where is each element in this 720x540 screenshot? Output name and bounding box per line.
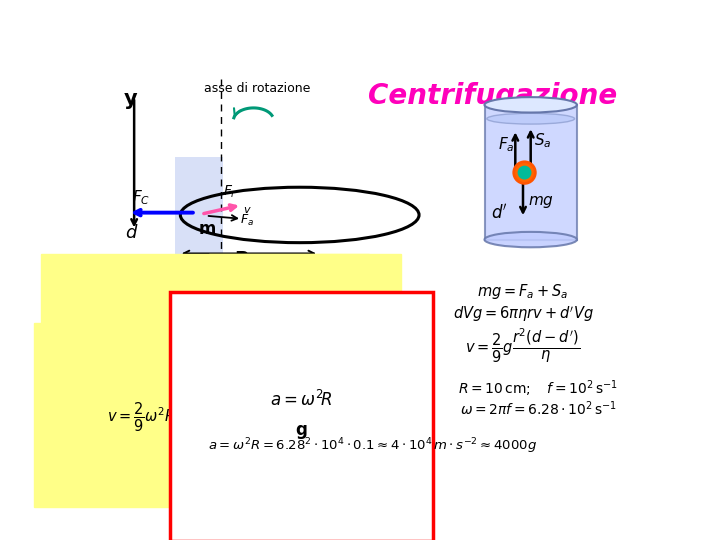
Text: $mg$: $mg$ [528,194,554,210]
Ellipse shape [485,232,577,247]
Text: $v$: $v$ [243,205,251,214]
Text: y: y [124,89,138,109]
Ellipse shape [487,113,575,124]
Text: $\omega = 2\pi f = 6.28 \cdot 10^2\,\mathrm{s}^{-1}$: $\omega = 2\pi f = 6.28 \cdot 10^2\,\mat… [460,400,617,418]
Text: $mg = F_a + S_a$: $mg = F_a + S_a$ [477,282,569,301]
Text: $S_a$: $S_a$ [534,131,552,150]
Text: asse di rotazione: asse di rotazione [204,82,310,94]
Circle shape [518,166,531,179]
Text: $d$: $d$ [125,224,138,242]
Text: $dV\omega^2 R = d'V\omega^2 R + 6\pi\eta rv$: $dV\omega^2 R = d'V\omega^2 R + 6\pi\eta… [121,334,321,355]
Text: $a = \omega^2 R = 6.28^2 \cdot 10^4 \cdot 0.1 \approx 4 \cdot 10^4\,m \cdot s^{-: $a = \omega^2 R = 6.28^2 \cdot 10^4 \cdo… [208,436,537,456]
Text: $F_C$: $F_C$ [132,188,150,207]
Circle shape [514,162,535,184]
Text: $d'$: $d'$ [490,204,508,223]
Text: $\mathbf{m}$: $\mathbf{m}$ [198,220,216,238]
Text: $R = 10\,\mathrm{cm};\quad f = 10^2\,\mathrm{s}^{-1}$: $R = 10\,\mathrm{cm};\quad f = 10^2\,\ma… [459,378,618,399]
Text: $F_a$: $F_a$ [240,212,253,227]
Text: $a = \omega^2\!R$
$\mathbf{g}$: $a = \omega^2\!R$ $\mathbf{g}$ [270,389,333,441]
Ellipse shape [485,97,577,112]
Text: $F_r$: $F_r$ [222,184,237,200]
Text: $F_a$: $F_a$ [498,136,515,154]
Text: provetta: provetta [128,289,179,302]
Text: $F_C = F_r + F_a$: $F_C = F_r + F_a$ [251,295,328,312]
Text: $dVg = 6\pi\eta rv + d'Vg$: $dVg = 6\pi\eta rv + d'Vg$ [453,305,593,324]
Bar [175,157,222,276]
Text: Centrifugazione: Centrifugazione [368,82,617,110]
Text: $v = \dfrac{2}{9}\omega^2 R \dfrac{r^2(d-d')}{\eta}$: $v = \dfrac{2}{9}\omega^2 R \dfrac{r^2(d… [107,396,243,434]
Text: $v = \dfrac{2}{9}g\dfrac{r^2(d-d')}{\eta}$: $v = \dfrac{2}{9}g\dfrac{r^2(d-d')}{\eta… [465,327,580,366]
Text: $\mathbf{R}$: $\mathbf{R}$ [235,250,251,269]
Bar [485,105,577,240]
Text: $d'$: $d'$ [178,265,194,282]
